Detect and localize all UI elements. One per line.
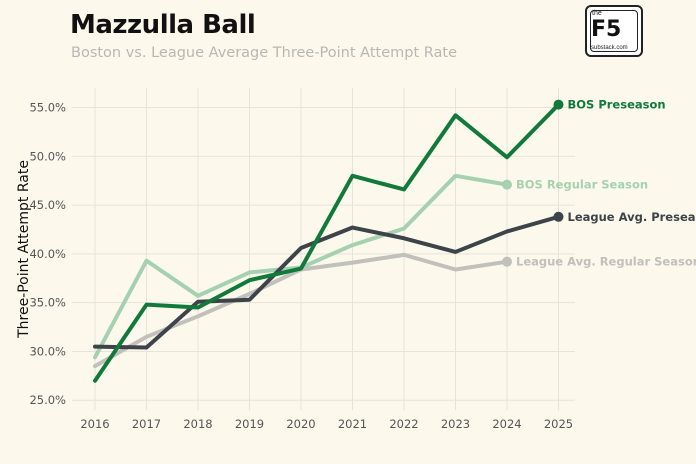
grid-lines [72, 88, 575, 410]
y-axis-label: Three-Point Attempt Rate [16, 160, 32, 339]
series-end-point [553, 211, 564, 222]
series-end-point [553, 99, 564, 110]
y-tick-label: 50.0% [29, 149, 66, 163]
chart-subtitle: Boston vs. League Average Three-Point At… [71, 45, 457, 61]
x-tick-label: 2017 [132, 417, 161, 431]
series-label: BOS Regular Season [516, 178, 648, 192]
y-tick-label: 40.0% [29, 247, 66, 261]
series-end-labels: League Avg. Regular Season BOS Regular Se… [516, 98, 696, 269]
logo-small-text: the [592, 10, 602, 17]
series-lines [93, 99, 564, 383]
y-tick-label: 45.0% [29, 198, 66, 212]
f5-logo: the F5 substack.com [585, 5, 643, 57]
series-end-point [502, 179, 512, 190]
y-tick-label: 30.0% [29, 344, 66, 358]
logo-big-text: F5 [591, 17, 622, 42]
x-tick-label: 2021 [338, 417, 367, 431]
y-axis-ticks: 25.0% 30.0% 35.0% 40.0% 45.0% 50.0% 55.0% [29, 101, 66, 408]
logo-url-text: substack.com [591, 45, 628, 51]
y-tick-label: 35.0% [29, 296, 66, 310]
x-tick-label: 2016 [80, 417, 109, 431]
y-tick-label: 55.0% [29, 101, 66, 115]
series-end-point [502, 256, 512, 267]
chart-title: Mazzulla Ball [70, 10, 256, 40]
x-tick-label: 2022 [389, 417, 418, 431]
x-tick-label: 2025 [544, 417, 573, 431]
logo-frame [590, 10, 638, 52]
series-label: League Avg. Regular Season [516, 255, 696, 269]
x-axis-ticks: 2016 2017 2018 2019 2020 2021 2022 2023 2024 2025 [80, 417, 573, 431]
y-tick-label: 25.0% [29, 393, 66, 407]
x-tick-label: 2024 [492, 417, 521, 431]
series-label: BOS Preseason [568, 98, 666, 112]
x-tick-label: 2023 [441, 417, 470, 431]
x-tick-label: 2018 [183, 417, 212, 431]
x-tick-label: 2019 [235, 417, 264, 431]
series-line [93, 102, 561, 383]
series-label: League Avg. Preseason [568, 210, 696, 224]
series-line [93, 214, 561, 350]
x-tick-label: 2020 [286, 417, 315, 431]
